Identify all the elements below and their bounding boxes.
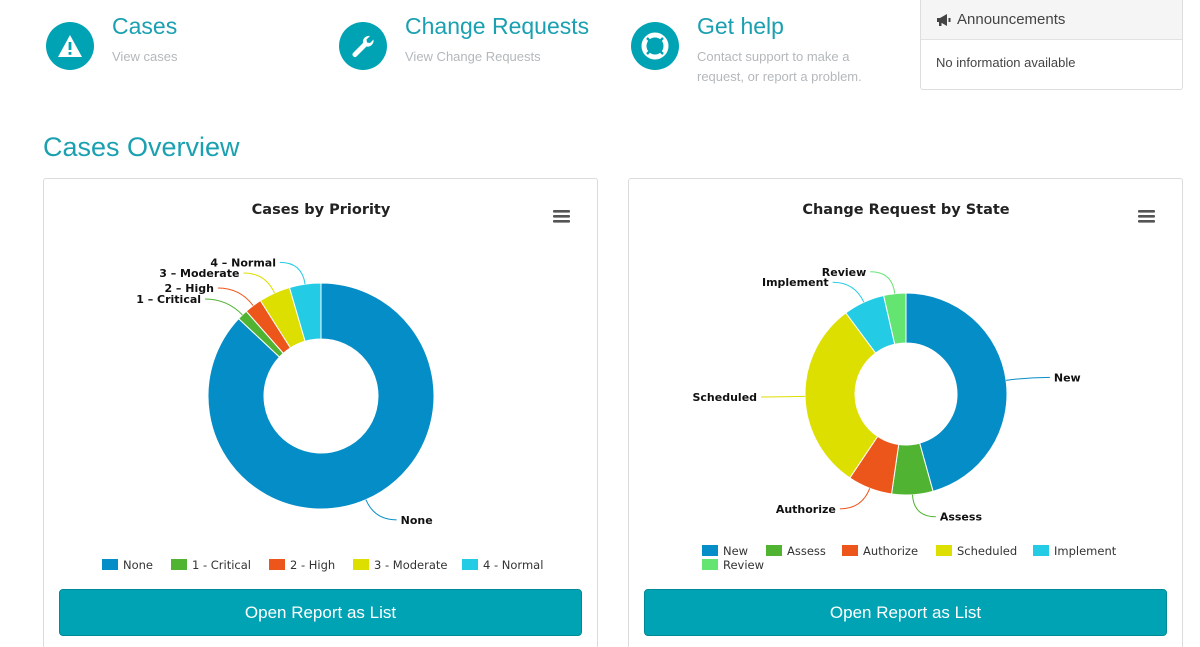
legend-swatch: [171, 559, 187, 570]
data-label: 4 – Normal: [210, 256, 276, 269]
data-label-connector: [870, 271, 896, 294]
legend-label: New: [723, 544, 748, 558]
announcements-body: No information available: [936, 55, 1076, 70]
legend-label: Assess: [787, 544, 826, 558]
legend-swatch: [353, 559, 369, 570]
data-label-connector: [217, 287, 254, 306]
data-label: 3 – Moderate: [159, 267, 239, 280]
data-label: None: [401, 514, 433, 527]
data-label-connector: [365, 499, 397, 521]
legend-swatch: [1033, 545, 1049, 556]
lifebuoy-icon: [631, 22, 679, 70]
chart-panel-change-request-by-state: Change Request by State New Assess Authoriz…: [628, 178, 1183, 647]
legend-item[interactable]: Review: [702, 558, 764, 572]
legend-swatch: [842, 545, 858, 556]
legend-label: Scheduled: [957, 544, 1017, 558]
quick-link-cases[interactable]: Cases View cases: [46, 12, 178, 70]
pie-slice[interactable]: [207, 282, 435, 510]
legend-label: 1 - Critical: [192, 558, 251, 572]
legend-label: Authorize: [863, 544, 918, 558]
legend-label: 2 - High: [290, 558, 335, 572]
data-label-connector: [1006, 376, 1050, 381]
quick-link-title[interactable]: Change Requests: [405, 13, 590, 39]
announcements-panel: Announcements No information available: [920, 0, 1183, 90]
legend-swatch: [936, 545, 952, 556]
chart-panel-cases-by-priority: Cases by Priority None 1 – Critical 2 – Hig…: [43, 178, 598, 647]
data-label-connector: [243, 272, 275, 294]
hamburger-menu-icon[interactable]: [553, 210, 570, 223]
data-label-connector: [832, 281, 865, 303]
warning-icon: [46, 22, 94, 70]
data-label-connector: [839, 488, 871, 510]
legend-swatch: [462, 559, 478, 570]
data-label: Assess: [940, 511, 983, 524]
quick-link-subtitle: View cases: [112, 48, 178, 64]
legend-label: 3 - Moderate: [374, 558, 447, 572]
data-label-connector: [279, 261, 306, 285]
chart-title: Cases by Priority: [252, 202, 391, 218]
legend-item[interactable]: 2 - High: [269, 558, 335, 572]
megaphone-icon: [937, 13, 951, 26]
quick-link-change-requests[interactable]: Change Requests View Change Requests: [339, 12, 589, 70]
data-label-connector: [761, 395, 806, 398]
data-label: 1 – Critical: [136, 293, 201, 306]
legend-swatch: [702, 559, 718, 570]
quick-link-subtitle: Contact support to make a request, or re…: [697, 47, 862, 87]
legend-item[interactable]: New: [702, 544, 748, 558]
quick-link-title[interactable]: Get help: [697, 13, 784, 39]
legend-swatch: [766, 545, 782, 556]
subtitle-line: request, or report a problem.: [697, 68, 862, 84]
legend-item[interactable]: Assess: [766, 544, 826, 558]
data-label: Scheduled: [692, 391, 757, 404]
quick-link-subtitle: View Change Requests: [405, 48, 541, 64]
pie-slice[interactable]: [883, 292, 907, 345]
wrench-icon: [339, 22, 387, 70]
quick-link-get-help[interactable]: Get help Contact support to make a reque…: [631, 12, 862, 87]
legend-item[interactable]: 1 - Critical: [171, 558, 251, 572]
data-label-connector: [911, 494, 936, 518]
open-report-button[interactable]: Open Report as List: [644, 589, 1167, 636]
quick-link-title[interactable]: Cases: [112, 13, 178, 39]
pie-slice[interactable]: [288, 282, 322, 342]
legend-item[interactable]: None: [102, 558, 153, 572]
data-label: 2 – High: [164, 282, 214, 295]
announcements-title: Announcements: [957, 11, 1066, 28]
subtitle-line: Contact support to make a: [697, 48, 850, 64]
pie-slice[interactable]: [905, 292, 1008, 492]
pie-slice[interactable]: [804, 312, 879, 479]
data-label-connector: [205, 298, 243, 316]
legend-item[interactable]: Authorize: [842, 544, 918, 558]
data-label: New: [1054, 371, 1081, 384]
legend-swatch: [702, 545, 718, 556]
legend-item[interactable]: Implement: [1033, 544, 1117, 558]
data-label: Implement: [762, 276, 829, 289]
data-label: Authorize: [776, 503, 836, 516]
legend-label: Implement: [1054, 544, 1117, 558]
hamburger-menu-icon[interactable]: [1138, 210, 1155, 223]
legend-label: None: [123, 558, 153, 572]
open-report-button[interactable]: Open Report as List: [59, 589, 582, 636]
legend-swatch: [102, 559, 118, 570]
section-title: Cases Overview: [43, 132, 240, 162]
chart-change-request-by-state: Change Request by State New Assess Authoriz…: [692, 202, 1155, 572]
legend-item[interactable]: 3 - Moderate: [353, 558, 447, 572]
data-label: Review: [822, 266, 867, 279]
legend-item[interactable]: Scheduled: [936, 544, 1017, 558]
legend-swatch: [269, 559, 285, 570]
chart-title: Change Request by State: [802, 202, 1009, 218]
announcements-header: Announcements: [921, 0, 1182, 40]
legend-item[interactable]: 4 - Normal: [462, 558, 543, 572]
legend-label: Review: [723, 558, 764, 572]
legend-label: 4 - Normal: [483, 558, 543, 572]
